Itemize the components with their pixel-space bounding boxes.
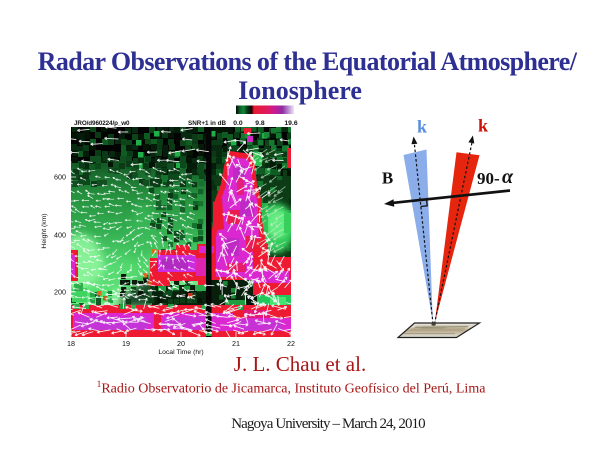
svg-text:18: 18 [67, 339, 75, 348]
svg-text:JRO/d960224/p_w0: JRO/d960224/p_w0 [74, 120, 130, 127]
svg-text:400: 400 [54, 231, 66, 240]
svg-text:19.6: 19.6 [284, 120, 297, 127]
svg-text:200: 200 [54, 288, 66, 297]
svg-text:B: B [382, 169, 393, 188]
svg-text:9.8: 9.8 [255, 120, 265, 127]
svg-text:Height (km): Height (km) [41, 213, 48, 248]
svg-text:21: 21 [232, 339, 240, 348]
svg-text:600: 600 [54, 173, 66, 182]
svg-text:Local Time (hr): Local Time (hr) [158, 349, 203, 356]
svg-text:α: α [502, 166, 514, 188]
svg-text:k: k [417, 117, 427, 137]
svg-text:0.0: 0.0 [233, 120, 243, 127]
svg-text:22: 22 [287, 339, 295, 348]
svg-text:90-: 90- [477, 169, 500, 188]
svg-text:20: 20 [177, 339, 185, 348]
svg-text:19: 19 [122, 339, 130, 348]
svg-text:SNR+1 in dB: SNR+1 in dB [188, 120, 226, 127]
svg-text:k: k [478, 116, 488, 136]
